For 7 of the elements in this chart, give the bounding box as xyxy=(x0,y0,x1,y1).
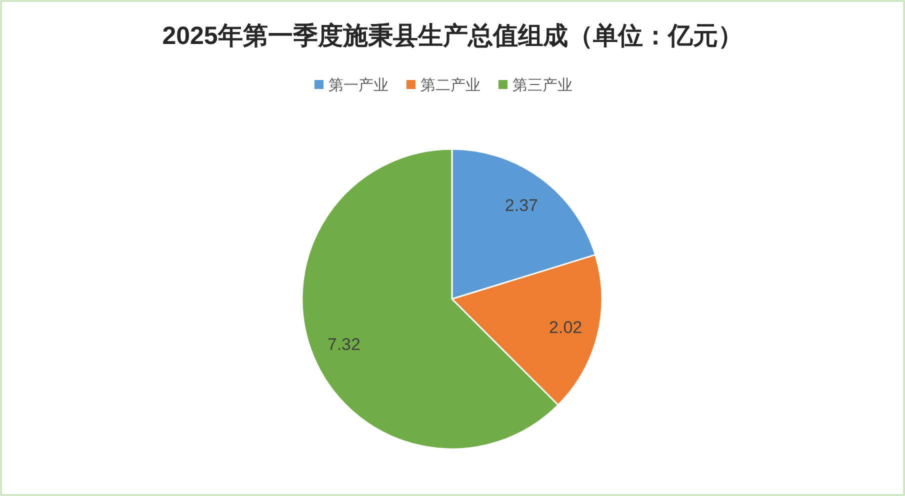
data-label: 2.02 xyxy=(549,318,582,338)
data-label: 2.37 xyxy=(504,196,538,215)
data-label: 7.32 xyxy=(327,334,360,354)
chart-title: 2025年第一季度施秉县生产总值组成（单位：亿元） xyxy=(162,22,743,50)
legend-label: 第三产业 xyxy=(512,77,572,94)
legend-label: 第二产业 xyxy=(420,77,480,94)
legend-label: 第一产业 xyxy=(328,77,388,94)
